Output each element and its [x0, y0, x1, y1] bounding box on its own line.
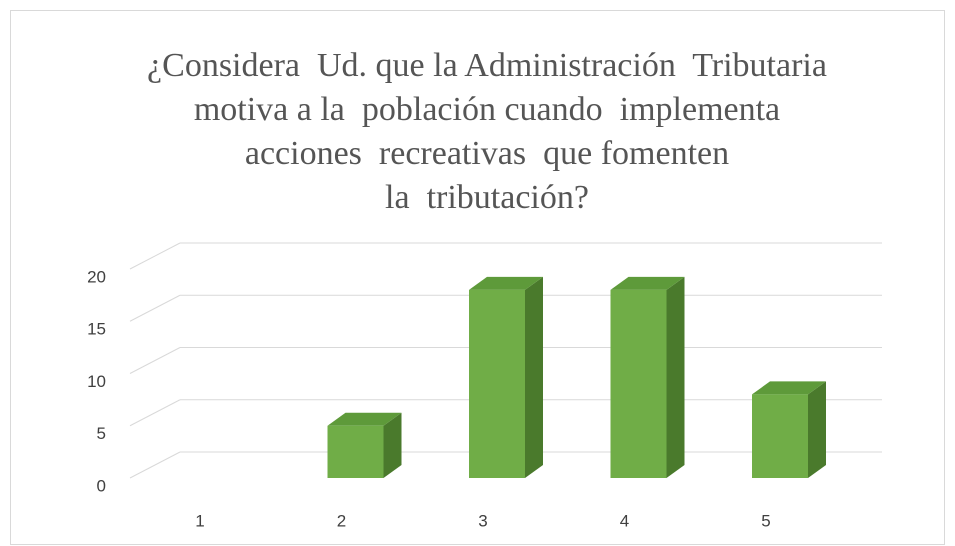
bar — [610, 289, 667, 478]
grid-line-depth — [129, 347, 181, 374]
bar — [327, 425, 384, 478]
bar-top — [610, 276, 685, 290]
bar-top — [752, 381, 826, 395]
x-tick-label: 2 — [337, 511, 346, 530]
x-tick-label: 5 — [761, 511, 770, 530]
y-tick-label: 10 — [87, 372, 106, 391]
bar — [752, 394, 808, 478]
grid-line-depth — [129, 242, 181, 270]
bar-side — [808, 381, 826, 478]
y-tick-label: 5 — [97, 424, 106, 443]
bar-top — [469, 276, 543, 290]
x-tick-label: 4 — [620, 511, 629, 530]
y-tick-label: 15 — [87, 320, 106, 339]
bar-side — [666, 276, 685, 478]
grid-line-depth — [129, 294, 181, 322]
y-tick-label: 0 — [97, 476, 106, 495]
chart-title: la tributación? — [385, 179, 589, 216]
bar-top — [327, 412, 402, 426]
chart-title: acciones recreativas que fomenten — [245, 135, 729, 172]
grid-line-depth — [129, 399, 181, 427]
bar — [469, 289, 525, 478]
x-tick-label: 3 — [478, 511, 487, 530]
x-tick-label: 1 — [195, 511, 204, 530]
y-tick-label: 20 — [87, 267, 106, 286]
chart-title: ¿Considera Ud. que la Administración Tri… — [147, 47, 827, 84]
bar-side — [525, 276, 543, 478]
grid-line-depth — [129, 451, 181, 479]
chart-title: motiva a la población cuando implementa — [194, 91, 780, 128]
bar-side — [383, 412, 402, 478]
